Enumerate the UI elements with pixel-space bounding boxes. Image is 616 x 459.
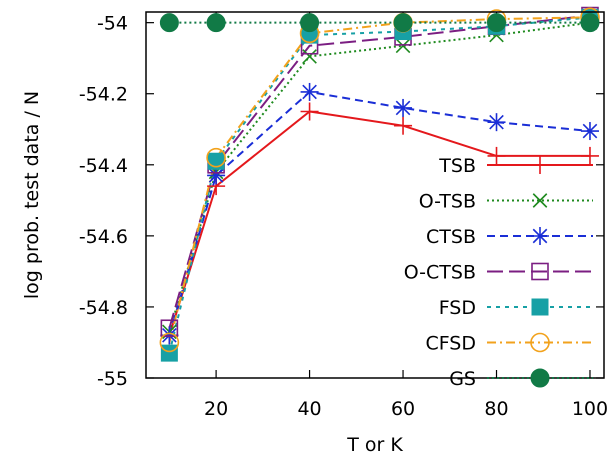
legend-label: GS: [449, 368, 476, 390]
data-point-ctsb: [487, 113, 506, 132]
data-point-cfsd: [159, 332, 180, 353]
series-markers: [159, 6, 600, 362]
legend-marker-o-tsb: [532, 193, 548, 208]
data-point-tsb: [487, 146, 506, 165]
legend-label: O-CTSB: [404, 262, 476, 284]
data-point-o-tsb: [395, 38, 411, 54]
tick-labels: 20 40 60 80 100 -55 -54.8 -54.6 -54.4 -54.2 -54: [79, 13, 608, 420]
data-point-gs: [159, 13, 179, 33]
legend-item-cfsd: CFSD: [425, 333, 593, 355]
legend-label: TSB: [438, 155, 476, 177]
x-tick-label: 20: [204, 398, 228, 420]
legend-item-o-ctsb: O-CTSB: [404, 262, 593, 284]
data-point-ctsb: [394, 98, 413, 117]
data-point-gs: [393, 13, 413, 33]
data-point-o-ctsb: [160, 319, 179, 338]
legend-marker-cfsd: [530, 332, 550, 353]
legend-label: O-TSB: [419, 191, 476, 213]
legend-marker-gs: [530, 368, 550, 388]
x-tick-label: 40: [297, 398, 321, 420]
x-axis-title: T or K: [346, 434, 403, 456]
legend-marker-tsb: [531, 156, 549, 174]
y-tick-label: -54: [97, 13, 128, 35]
data-point-ctsb: [300, 82, 319, 101]
x-tick-label: 60: [391, 398, 415, 420]
data-point-gs: [300, 13, 320, 33]
data-point-gs: [580, 13, 600, 33]
y-tick-label: -54.4: [79, 155, 128, 177]
x-tick-label: 100: [572, 398, 608, 420]
series-line-tsb: [168, 110, 590, 336]
legend-item-o-tsb: O-TSB: [419, 191, 593, 213]
y-tick-label: -54.2: [79, 84, 128, 106]
series-line-cfsd: [168, 16, 590, 343]
y-tick-label: -55: [97, 368, 128, 390]
legend: TSB O-TSB CTSB O-CTSB FSD CFSD GS: [404, 155, 593, 390]
series-line-o-tsb: [168, 21, 591, 333]
plot-frame: [145, 11, 605, 379]
data-point-gs: [206, 13, 226, 33]
data-point-gs: [487, 13, 507, 33]
legend-marker-ctsb: [531, 227, 549, 245]
legend-marker-fsd: [531, 298, 549, 316]
series-line-ctsb: [168, 90, 591, 336]
legend-item-tsb: TSB: [438, 155, 593, 177]
data-point-ctsb: [580, 122, 599, 141]
data-point-tsb: [394, 116, 413, 135]
legend-marker-o-ctsb: [531, 262, 549, 281]
y-tick-label: -54.8: [79, 297, 128, 319]
series-lines: [168, 14, 591, 354]
legend-label: CTSB: [426, 226, 476, 248]
data-point-fsd: [160, 344, 178, 362]
data-point-o-tsb: [302, 49, 317, 64]
data-point-cfsd: [206, 147, 226, 168]
legend-label: FSD: [439, 297, 476, 319]
y-axis-title: log prob. test data / N: [21, 91, 43, 299]
x-tick-label: 80: [484, 398, 508, 420]
data-point-tsb: [300, 102, 319, 121]
data-point-tsb: [580, 146, 599, 165]
legend-item-ctsb: CTSB: [426, 226, 593, 248]
legend-label: CFSD: [425, 333, 476, 355]
legend-item-gs: GS: [449, 368, 593, 390]
legend-item-fsd: FSD: [439, 297, 593, 319]
series-line-fsd: [168, 16, 591, 354]
y-tick-label: -54.6: [79, 226, 128, 248]
